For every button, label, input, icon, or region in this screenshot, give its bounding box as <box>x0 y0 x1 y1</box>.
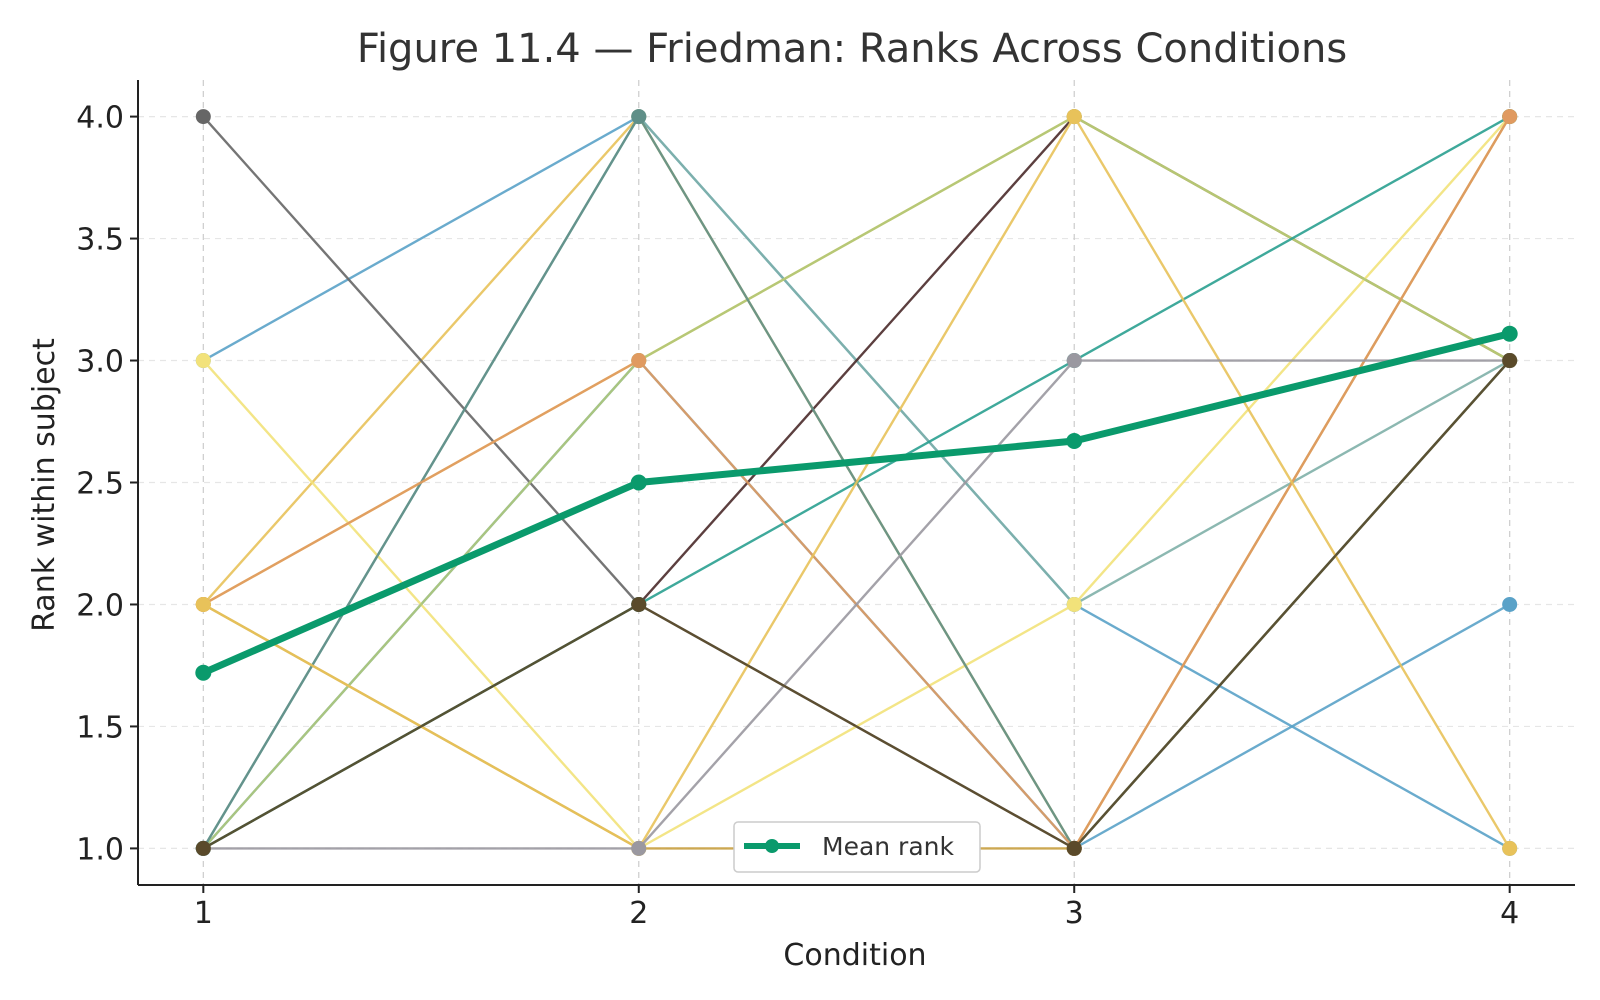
subject-point <box>1066 109 1082 125</box>
y-tick-label: 2.5 <box>76 467 124 502</box>
legend-box <box>733 821 981 873</box>
y-tick-label: 3.0 <box>76 345 124 380</box>
x-tick-label: 2 <box>629 896 648 931</box>
mean-rank-layer <box>195 325 1518 681</box>
mean-rank-line <box>201 330 1511 676</box>
y-tick-label: 2.0 <box>76 588 124 623</box>
subject-point <box>631 109 647 125</box>
subject-point <box>195 109 211 125</box>
y-tick-label: 3.5 <box>76 223 124 258</box>
subject-series-line <box>202 359 1511 850</box>
subject-point <box>195 840 211 856</box>
legend-mean-label: Mean rank <box>822 832 955 861</box>
subject-lines-layer <box>195 109 1518 856</box>
axes-layer: 1.0 1.5 2.0 2.5 3.0 3.5 4.0 1 2 3 4 <box>76 80 1575 931</box>
subject-point <box>1066 840 1082 856</box>
subject-point <box>1502 353 1518 369</box>
subject-point <box>1502 109 1518 125</box>
x-axis-label: Condition <box>783 938 926 973</box>
y-axis-label: Rank within subject <box>27 338 62 632</box>
subject-point <box>195 596 211 612</box>
subject-series-line <box>203 359 1510 850</box>
x-tick-label: 4 <box>1500 896 1519 931</box>
mean-rank-point <box>630 474 647 491</box>
y-tick-label: 4.0 <box>76 101 124 136</box>
subject-point <box>1502 840 1518 856</box>
mean-rank-point <box>1066 433 1083 450</box>
x-tick-label: 1 <box>194 896 213 931</box>
subject-point <box>1066 596 1082 612</box>
subject-point <box>631 596 647 612</box>
mean-rank-point <box>195 664 212 681</box>
legend: Mean rank <box>733 821 981 873</box>
x-tick-label: 3 <box>1065 896 1084 931</box>
y-tick-label: 1.5 <box>76 710 124 745</box>
mean-rank-point <box>1501 325 1518 342</box>
subject-point <box>631 840 647 856</box>
subject-point <box>1502 596 1518 612</box>
subject-point <box>631 353 647 369</box>
chart-title: Figure 11.4 — Friedman: Ranks Across Con… <box>357 26 1347 72</box>
subject-point <box>1066 353 1082 369</box>
subject-point <box>195 353 211 369</box>
legend-mean-marker <box>765 839 779 853</box>
y-tick-label: 1.0 <box>76 832 124 867</box>
